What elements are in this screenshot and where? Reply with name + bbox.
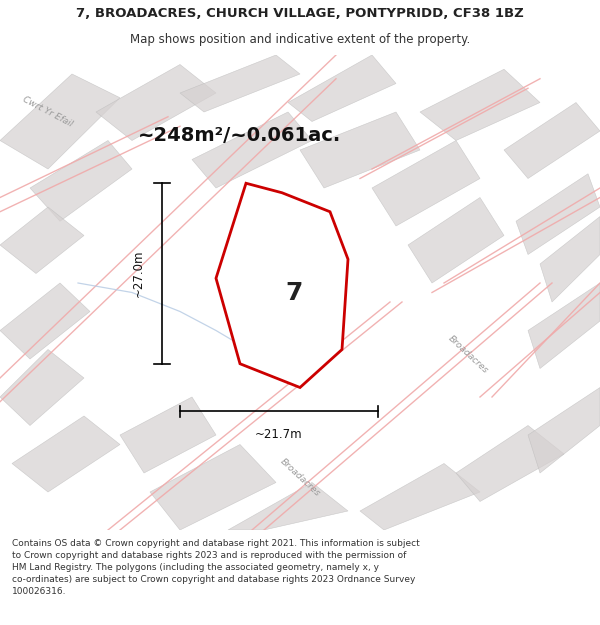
- Polygon shape: [12, 416, 120, 492]
- Polygon shape: [456, 426, 564, 501]
- Polygon shape: [360, 464, 480, 530]
- Polygon shape: [0, 74, 120, 169]
- Polygon shape: [120, 397, 216, 473]
- Polygon shape: [150, 444, 276, 530]
- Polygon shape: [528, 283, 600, 369]
- Text: Map shows position and indicative extent of the property.: Map shows position and indicative extent…: [130, 33, 470, 46]
- Polygon shape: [30, 141, 132, 221]
- Polygon shape: [372, 141, 480, 226]
- Text: 7: 7: [286, 281, 302, 304]
- Polygon shape: [180, 55, 300, 112]
- Polygon shape: [216, 183, 348, 388]
- Polygon shape: [420, 69, 540, 141]
- Polygon shape: [0, 207, 84, 274]
- Polygon shape: [96, 64, 216, 141]
- Text: Contains OS data © Crown copyright and database right 2021. This information is : Contains OS data © Crown copyright and d…: [12, 539, 420, 596]
- Polygon shape: [192, 112, 312, 188]
- Text: Broadacres: Broadacres: [278, 457, 322, 499]
- Text: ~248m²/~0.061ac.: ~248m²/~0.061ac.: [139, 126, 341, 145]
- Polygon shape: [288, 55, 396, 121]
- Polygon shape: [516, 174, 600, 254]
- Polygon shape: [528, 388, 600, 473]
- Polygon shape: [0, 349, 84, 426]
- Polygon shape: [540, 216, 600, 302]
- Polygon shape: [504, 102, 600, 179]
- Text: Broadacres: Broadacres: [446, 334, 490, 375]
- Polygon shape: [228, 482, 348, 530]
- Text: Cwrt Yr Efail: Cwrt Yr Efail: [22, 95, 74, 129]
- Text: ~27.0m: ~27.0m: [131, 250, 145, 298]
- Text: 7, BROADACRES, CHURCH VILLAGE, PONTYPRIDD, CF38 1BZ: 7, BROADACRES, CHURCH VILLAGE, PONTYPRID…: [76, 8, 524, 20]
- Polygon shape: [408, 198, 504, 283]
- Polygon shape: [0, 283, 90, 359]
- Text: ~21.7m: ~21.7m: [255, 428, 303, 441]
- Polygon shape: [300, 112, 420, 188]
